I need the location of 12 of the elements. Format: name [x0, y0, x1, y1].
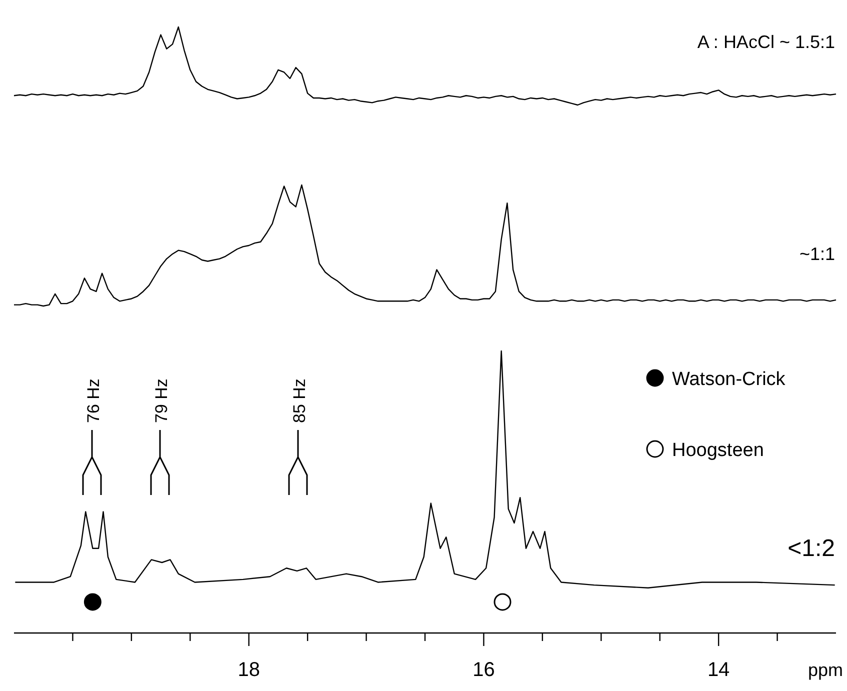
- annotation: A : HAcCl ~ 1.5:1: [697, 32, 835, 52]
- legend-label: Hoogsteen: [672, 440, 764, 461]
- annotation: 85 Hz: [290, 378, 309, 423]
- x-tick-label: 16: [472, 659, 495, 681]
- x-tick-label: 18: [238, 659, 260, 681]
- annotation: ~1:1: [799, 244, 835, 264]
- annotation: 79 Hz: [152, 378, 171, 423]
- x-axis-title: ppm: [808, 660, 843, 680]
- annotation: <1:2: [788, 535, 835, 562]
- x-tick-label: 14: [707, 659, 730, 681]
- annotation: 76 Hz: [84, 378, 103, 423]
- legend-label: Watson-Crick: [672, 369, 786, 390]
